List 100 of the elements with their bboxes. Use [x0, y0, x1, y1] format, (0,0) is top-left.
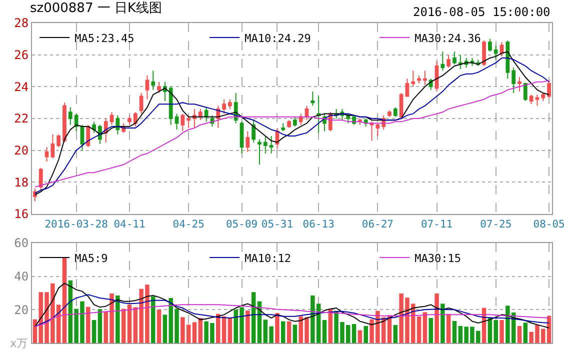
legend-label: MA10:12 — [244, 252, 291, 265]
bar — [86, 306, 90, 343]
candlestick — [86, 124, 90, 148]
bar — [428, 318, 433, 343]
bar — [151, 296, 156, 343]
x-tick-label: 04-25 — [172, 218, 204, 231]
bar — [192, 322, 197, 343]
line-series — [34, 304, 550, 328]
candlestick — [370, 121, 374, 142]
candlestick — [452, 51, 456, 65]
candlestick — [228, 98, 232, 110]
legend-label: MA5:9 — [74, 252, 108, 265]
y-tick-label: 18 — [14, 175, 29, 190]
candlestick — [263, 136, 268, 154]
candlestick — [269, 136, 274, 154]
candlestick — [128, 114, 132, 126]
bar — [127, 304, 132, 343]
candlestick — [423, 70, 427, 86]
candlestick — [174, 113, 179, 130]
bar — [434, 294, 439, 343]
candlestick — [110, 112, 114, 126]
bar — [92, 320, 96, 343]
bar — [358, 330, 362, 343]
candlestick — [293, 116, 297, 127]
bar — [116, 296, 120, 343]
x-tick-label: 06-13 — [302, 218, 334, 231]
candlestick — [145, 75, 150, 100]
y-tick-label: 40 — [14, 270, 29, 284]
bar — [156, 310, 162, 343]
bar — [364, 326, 368, 343]
x-tick-label: 08-05 — [533, 218, 565, 231]
candlestick — [494, 44, 498, 60]
bar — [292, 324, 298, 343]
y-tick-label: 60 — [14, 236, 29, 250]
x-tick-label: 07-25 — [480, 218, 512, 231]
candlestick — [541, 92, 546, 102]
candlestick — [139, 92, 144, 114]
bar — [198, 318, 203, 343]
candlestick — [458, 54, 462, 70]
bar — [393, 325, 398, 343]
line-series — [34, 80, 550, 188]
bar — [121, 308, 126, 343]
candlestick — [506, 40, 510, 80]
candlestick — [240, 121, 244, 154]
bar — [98, 309, 102, 343]
candlestick — [446, 54, 451, 68]
y-tick-label: 20 — [14, 144, 29, 158]
x-tick-label: 07-11 — [420, 218, 453, 231]
candlestick — [38, 167, 43, 191]
y-tick-label: 22 — [14, 112, 29, 126]
candlestick — [512, 67, 516, 94]
candlestick — [198, 108, 202, 121]
candlestick — [440, 51, 445, 72]
candlestick — [547, 80, 551, 98]
candlestick — [163, 81, 167, 102]
candlestick — [151, 70, 156, 90]
candlestick — [157, 81, 161, 94]
candlestick — [434, 60, 439, 92]
x-tick-label: 05-31 — [261, 218, 294, 231]
legend-label: MA10:24.29 — [244, 32, 311, 45]
candlestick — [310, 90, 315, 106]
candlestick — [523, 82, 528, 102]
bar — [228, 318, 232, 343]
x-tick-label: 04-11 — [114, 218, 146, 231]
candlestick — [482, 40, 486, 66]
bar — [281, 321, 286, 343]
legend-label: MA30:24.36 — [414, 32, 481, 45]
line-series — [34, 294, 550, 328]
y-axis-title: x万 — [10, 337, 28, 350]
candlestick — [411, 70, 416, 88]
candlestick — [68, 106, 72, 126]
candlestick — [246, 130, 250, 152]
bar — [246, 310, 250, 343]
candlestick — [204, 106, 208, 122]
bar — [517, 326, 522, 343]
y-tick-label: 24 — [14, 80, 29, 94]
candlestick — [92, 121, 96, 134]
candlestick — [518, 76, 522, 92]
candlestick — [62, 102, 66, 143]
candlestick — [316, 96, 321, 134]
candlestick — [50, 134, 55, 159]
bar — [286, 321, 292, 343]
bar — [322, 320, 327, 343]
bar — [275, 313, 280, 343]
chart-title: sz000887 一 日K线图 — [30, 1, 162, 16]
bar — [440, 304, 445, 343]
candlestick — [488, 38, 492, 52]
candlestick — [192, 108, 196, 129]
y-tick-label: 28 — [14, 16, 29, 30]
candlestick — [74, 113, 78, 132]
line-series — [34, 282, 550, 328]
candlestick — [287, 120, 291, 129]
candlestick — [186, 114, 191, 129]
bar — [500, 320, 504, 343]
candlestick — [298, 113, 303, 126]
bar — [523, 322, 528, 343]
candlestick — [417, 75, 421, 84]
candlestick — [281, 122, 286, 132]
x-tick-label: 2016-03-28 — [44, 218, 108, 231]
candlestick — [535, 94, 540, 106]
